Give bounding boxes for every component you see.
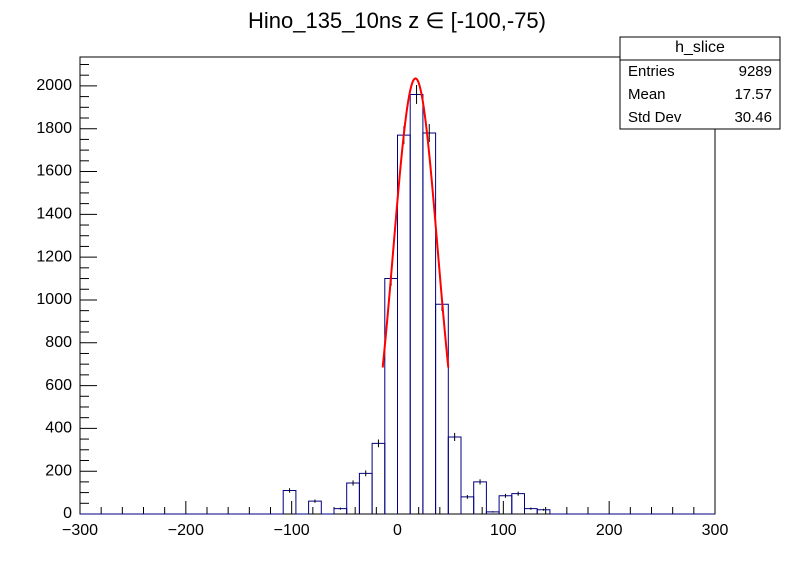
y-tick-label: 1200 xyxy=(36,248,72,265)
stats-label: Mean xyxy=(628,86,666,103)
x-tick-label: 300 xyxy=(702,522,729,539)
y-tick-label: 400 xyxy=(45,420,72,437)
y-tick-label: 1000 xyxy=(36,291,72,308)
y-tick-label: 2000 xyxy=(36,77,72,94)
stats-value: 17.57 xyxy=(734,86,772,103)
y-tick-label: 0 xyxy=(63,505,72,522)
y-tick-label: 600 xyxy=(45,377,72,394)
stats-box: h_slice xyxy=(619,36,781,130)
x-tick-label: −100 xyxy=(274,522,310,539)
chart-title: Hino_135_10ns z ∈ [-100,-75) xyxy=(248,8,546,33)
stats-label: Entries xyxy=(628,63,675,80)
x-tick-label: 200 xyxy=(596,522,623,539)
stats-label: Std Dev xyxy=(628,109,682,126)
stats-frame xyxy=(619,36,781,130)
stats-value: 9289 xyxy=(739,63,772,80)
y-tick-label: 1600 xyxy=(36,163,72,180)
x-tick-label: 100 xyxy=(490,522,517,539)
y-tick-label: 1400 xyxy=(36,206,72,223)
fit-curve xyxy=(381,77,450,368)
x-tick-label: −300 xyxy=(62,522,98,539)
stats-title: h_slice xyxy=(675,39,725,56)
x-tick-label: 0 xyxy=(393,522,402,539)
y-tick-label: 800 xyxy=(45,334,72,351)
y-tick-label: 200 xyxy=(45,462,72,479)
stats-value: 30.46 xyxy=(734,109,772,126)
y-tick-label: 1800 xyxy=(36,120,72,137)
x-tick-label: −200 xyxy=(168,522,204,539)
